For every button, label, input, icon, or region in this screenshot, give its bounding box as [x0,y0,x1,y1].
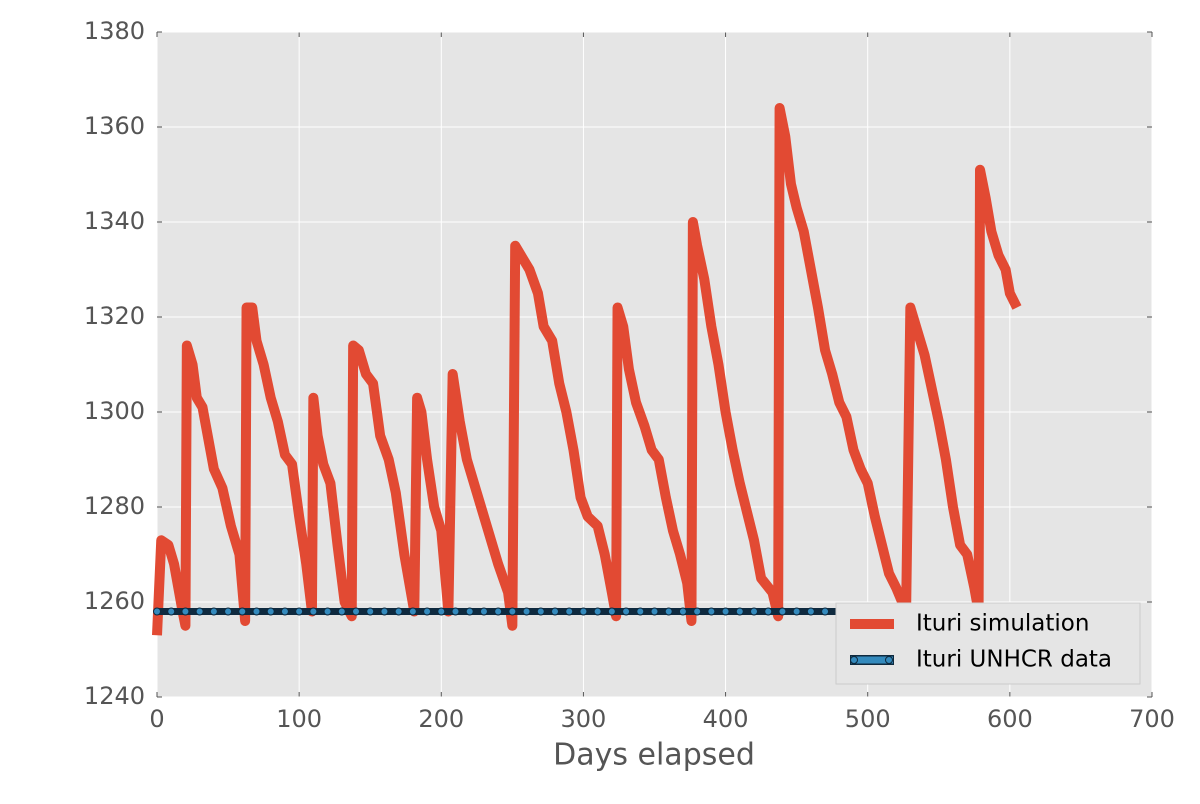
x-tick-label: 600 [987,705,1033,733]
y-tick-label: 1380 [84,17,145,45]
data-point [678,607,687,616]
data-point [707,607,716,616]
data-point [209,607,218,616]
legend-label: Ituri UNHCR data [916,647,1112,673]
data-point [423,607,432,616]
data-point [650,607,659,616]
data-point [792,607,801,616]
series-line [152,103,1022,636]
grid [156,31,1153,698]
data-point [593,607,602,616]
y-tick-label: 1320 [84,302,145,330]
legend-marker [850,656,858,664]
y-tick-label: 1260 [84,587,145,615]
data-point [181,607,190,616]
data-point [721,607,730,616]
data-point [508,607,517,616]
data-point [693,607,702,616]
data-point [224,607,233,616]
data-point [494,607,503,616]
data-point [565,607,574,616]
y-tick-label: 1360 [84,112,145,140]
y-tick-label: 1240 [84,682,145,710]
marks [152,103,1022,636]
data-point [607,607,616,616]
data-point [451,607,460,616]
x-tick-label: 500 [845,705,891,733]
data-point [806,607,815,616]
data-point [394,607,403,616]
data-point [266,607,275,616]
y-tick-label: 1300 [84,397,145,425]
data-point [167,607,176,616]
y-tick-label: 1340 [84,207,145,235]
plot-area [157,32,1152,697]
data-point [750,607,758,616]
data-point [522,607,531,616]
data-point [280,607,289,616]
data-point [821,607,830,616]
data-point [465,607,474,616]
data-point [479,607,488,616]
legend-marker [885,656,893,664]
data-point [366,607,375,616]
legend-label: Ituri simulation [916,611,1089,637]
data-point [764,607,773,616]
data-point [252,607,261,616]
x-tick-label: 100 [276,705,322,733]
y-tick-label: 1280 [84,492,145,520]
data-point [778,607,787,616]
data-point [551,607,559,616]
data-point [309,607,318,616]
data-point [153,607,161,616]
data-point [337,607,346,616]
data-point [735,607,744,616]
legend-box [835,602,1141,685]
data-point [195,607,204,616]
x-tick-label: 400 [703,705,749,733]
data-point [323,607,332,616]
x-axis-label: Days elapsed [553,738,755,773]
data-point [579,607,588,616]
data-point [380,607,389,616]
x-tick-label: 700 [1129,705,1175,733]
data-point [536,607,545,616]
data-point [664,607,673,616]
data-point [437,607,446,616]
x-tick-label: 0 [149,705,164,733]
legend: Ituri simulation Ituri UNHCR data [835,602,1141,685]
data-point [352,607,360,616]
data-point [408,607,417,616]
x-tick-label: 300 [561,705,607,733]
x-tick-label: 200 [418,705,464,733]
data-point [622,607,631,616]
data-point [636,607,645,616]
data-point [295,607,304,616]
data-point [238,607,247,616]
